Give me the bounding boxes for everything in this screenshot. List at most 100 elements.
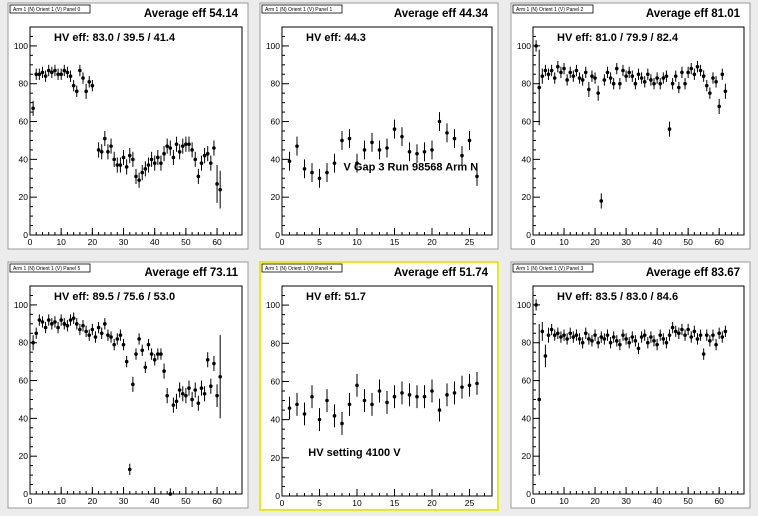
x-tick-label: 20 — [88, 237, 98, 247]
data-point — [556, 64, 560, 69]
pad-panel-3[interactable]: Arm 1 (N) Orient 1 (V) Panel 5 Average ef… — [7, 261, 249, 509]
data-point — [78, 68, 82, 73]
data-point — [385, 400, 389, 405]
data-point — [677, 331, 681, 336]
data-point — [596, 91, 600, 95]
data-point — [723, 329, 728, 334]
data-point — [71, 83, 76, 88]
x-tick-label: 10 — [559, 237, 569, 247]
x-tick-label: 50 — [181, 237, 191, 247]
data-point — [655, 76, 659, 80]
data-point — [583, 70, 588, 75]
data-point — [118, 163, 123, 167]
data-point — [65, 70, 70, 75]
data-point — [646, 72, 650, 77]
pad-background[interactable] — [510, 261, 751, 509]
data-point — [68, 318, 73, 322]
data-point — [618, 342, 622, 347]
y-tick-label: 20 — [522, 451, 532, 461]
data-point — [599, 335, 604, 339]
data-point — [577, 337, 582, 341]
pad-background[interactable] — [7, 261, 249, 509]
pad-panel-0[interactable]: Arm 1 (N) Orient 1 (V) Panel 0 Average ef… — [7, 2, 249, 250]
data-point — [636, 72, 641, 77]
data-point — [621, 333, 625, 337]
data-point — [627, 340, 631, 345]
data-point — [302, 167, 307, 171]
pad-panel-1[interactable]: Arm 1 (N) Orient 1 (V) Panel 1 Average ef… — [259, 2, 499, 250]
data-point — [149, 157, 154, 162]
data-point — [460, 153, 464, 158]
data-point — [673, 74, 678, 78]
y-tick-label: 40 — [19, 154, 29, 164]
pad-background[interactable] — [259, 2, 499, 250]
data-point — [605, 333, 610, 337]
data-point — [46, 318, 51, 322]
data-point — [649, 78, 653, 82]
data-point — [121, 155, 126, 160]
data-point — [325, 398, 329, 403]
x-tick-label: 10 — [56, 237, 66, 247]
y-tick-label: 60 — [522, 117, 532, 127]
data-point — [377, 389, 382, 393]
data-point — [658, 81, 663, 86]
x-tick-label: 20 — [590, 496, 600, 506]
x-tick-label: 50 — [181, 496, 191, 506]
data-point — [159, 352, 163, 356]
x-tick-label: 20 — [427, 498, 437, 508]
data-point — [137, 337, 141, 341]
data-point — [587, 337, 591, 341]
data-point — [624, 337, 628, 341]
data-point — [680, 327, 684, 332]
data-point — [698, 333, 703, 337]
data-point — [74, 89, 79, 94]
data-point — [534, 44, 538, 48]
data-point — [543, 354, 548, 358]
data-point — [99, 150, 104, 154]
pad-background[interactable] — [510, 2, 751, 250]
data-point — [540, 74, 545, 78]
data-point — [56, 72, 60, 77]
pad-background[interactable] — [7, 2, 249, 250]
y-tick-label: 0 — [23, 489, 28, 499]
data-point — [124, 165, 129, 169]
data-point — [614, 339, 619, 343]
pad-panel-2[interactable]: Arm 1 (N) Orient 1 (V) Panel 2 Average ef… — [510, 2, 751, 250]
data-point — [642, 80, 647, 84]
data-point — [701, 352, 706, 356]
pad-background[interactable] — [259, 261, 499, 511]
data-point — [467, 383, 472, 388]
pad-panel-4[interactable]: Arm 1 (N) Orient 1 (V) Panel 4 Average ef… — [259, 261, 499, 511]
data-point — [310, 394, 314, 399]
data-point — [549, 68, 554, 73]
y-tick-label: 0 — [526, 489, 531, 499]
data-point — [152, 161, 157, 165]
data-point — [112, 342, 116, 347]
data-point — [636, 346, 641, 351]
data-point — [143, 167, 148, 171]
data-point — [407, 150, 412, 154]
data-point — [692, 72, 697, 77]
y-tick-label: 60 — [271, 376, 281, 386]
data-point — [556, 331, 560, 336]
data-point — [205, 151, 210, 156]
data-point — [180, 144, 185, 148]
data-point — [546, 333, 551, 337]
data-point — [149, 352, 154, 356]
y-tick-label: 20 — [271, 192, 281, 202]
pad-panel-5[interactable]: Arm 1 (N) Orient 1 (V) Panel 3 Average ef… — [510, 261, 751, 509]
data-point — [568, 331, 573, 336]
data-point — [565, 337, 569, 341]
data-point — [568, 70, 573, 75]
data-point — [302, 412, 307, 416]
data-point — [190, 148, 194, 152]
data-point — [642, 333, 647, 337]
data-point — [187, 142, 191, 147]
x-tick-label: 10 — [56, 496, 66, 506]
data-point — [165, 144, 169, 148]
data-point — [720, 335, 725, 339]
data-point — [37, 318, 42, 322]
data-point — [187, 386, 191, 390]
data-point — [587, 87, 591, 92]
data-point — [325, 170, 329, 175]
